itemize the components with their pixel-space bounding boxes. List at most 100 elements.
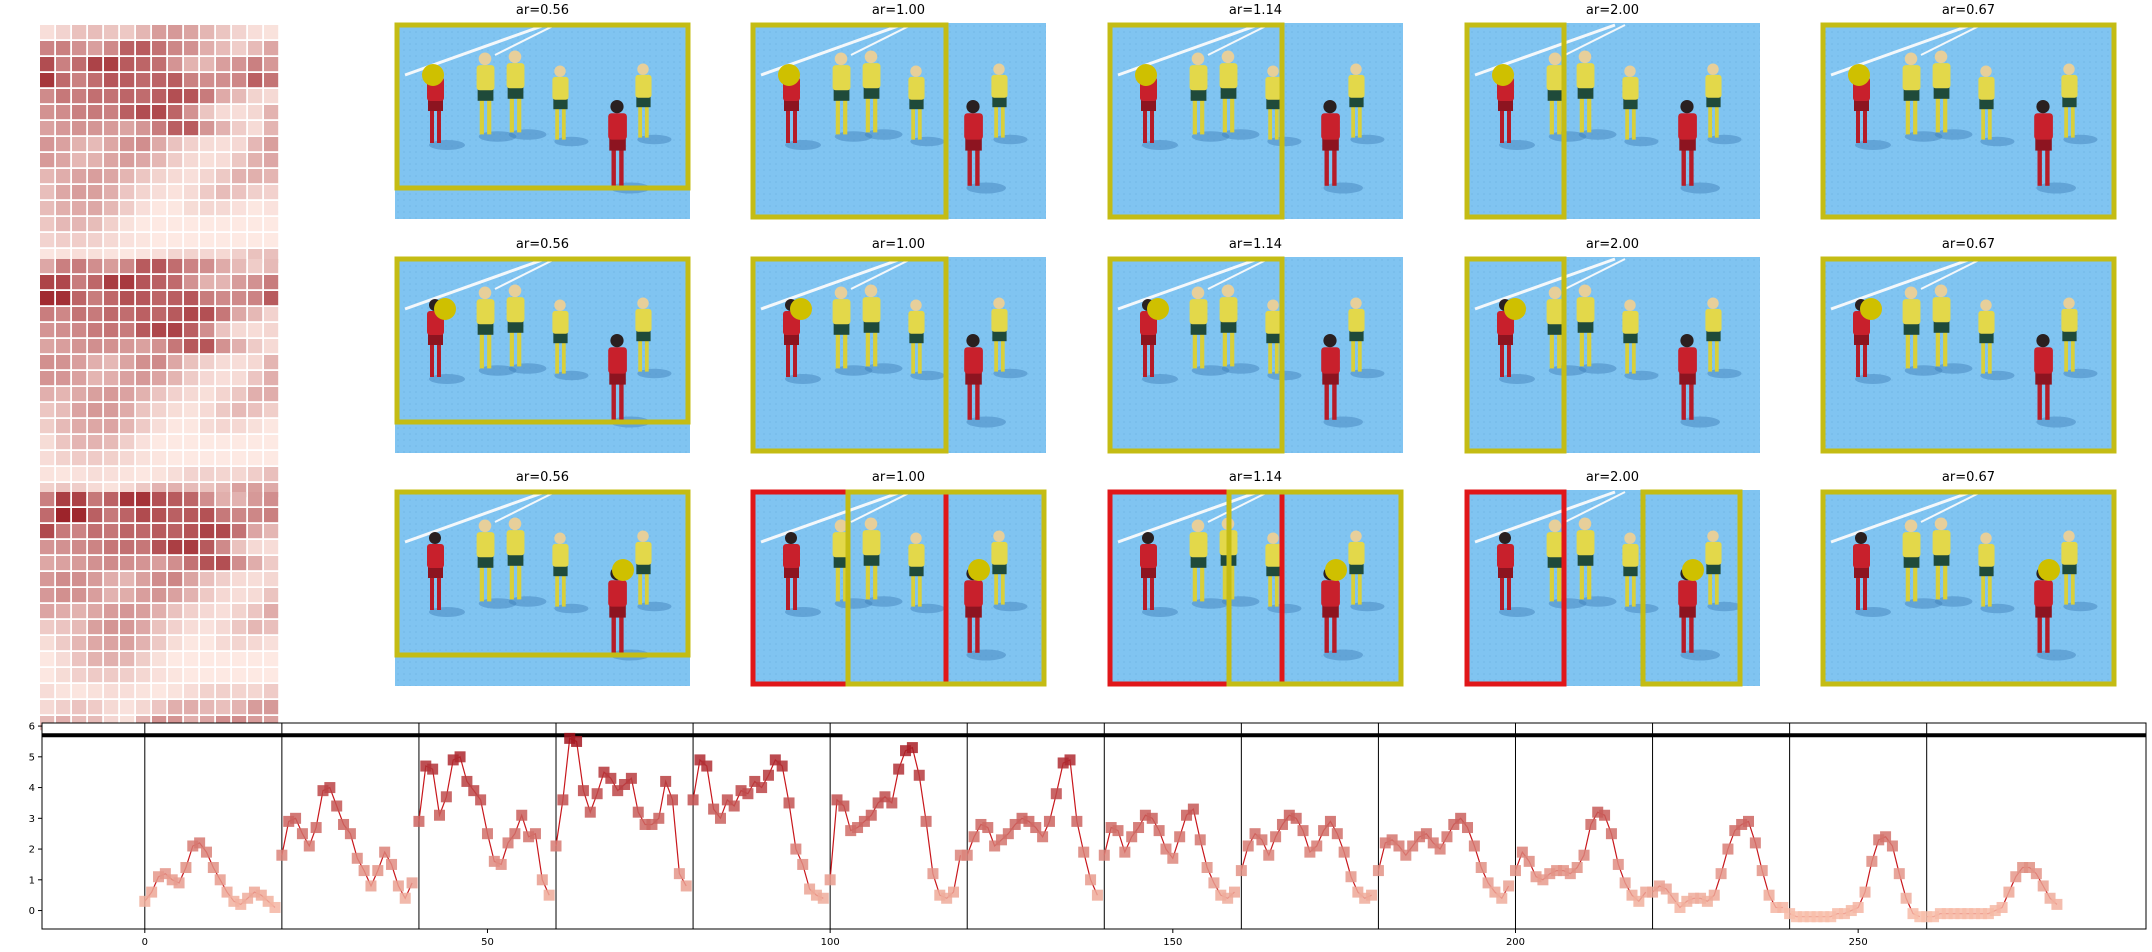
heatmap-cell bbox=[72, 387, 87, 402]
heatmap-grid bbox=[40, 25, 279, 264]
heatmap-cell bbox=[40, 668, 55, 683]
data-point bbox=[214, 874, 226, 886]
heatmap-cell bbox=[72, 371, 87, 386]
heatmap-cell bbox=[152, 668, 167, 683]
data-point bbox=[200, 846, 212, 858]
heatmap-cell bbox=[152, 419, 167, 434]
data-point bbox=[1605, 828, 1617, 840]
data-point bbox=[1133, 822, 1145, 834]
heatmap-cell bbox=[152, 508, 167, 523]
heatmap-cell bbox=[248, 572, 263, 587]
data-point bbox=[1708, 889, 1720, 901]
data-point bbox=[461, 775, 473, 787]
data-point bbox=[1112, 825, 1124, 837]
y-tick-label: 3 bbox=[29, 814, 35, 825]
heatmap-cell bbox=[152, 275, 167, 290]
heatmap-cell bbox=[200, 636, 215, 651]
data-point bbox=[769, 754, 781, 766]
heatmap-cell bbox=[248, 307, 263, 322]
data-point bbox=[1304, 846, 1316, 858]
data-point bbox=[557, 794, 569, 806]
heatmap-cell bbox=[88, 169, 103, 184]
heatmap-cell bbox=[216, 275, 231, 290]
heatmap-cell bbox=[232, 89, 247, 104]
heatmap-cell bbox=[136, 467, 151, 482]
heatmap-cell bbox=[152, 323, 167, 338]
green-gold-player bbox=[1546, 519, 1587, 609]
data-point bbox=[1838, 908, 1850, 920]
data-point bbox=[1523, 855, 1535, 867]
data-point bbox=[1318, 825, 1330, 837]
data-point bbox=[1359, 892, 1371, 904]
heatmap-cell bbox=[56, 540, 71, 555]
heatmap-cell bbox=[216, 403, 231, 418]
red-player bbox=[2034, 567, 2076, 661]
green-gold-player bbox=[1622, 532, 1659, 614]
yellow-box bbox=[394, 489, 691, 658]
data-point bbox=[934, 889, 946, 901]
heatmap-cell bbox=[40, 451, 55, 466]
heatmap-cell bbox=[72, 57, 87, 72]
green-gold-player bbox=[1902, 52, 1943, 142]
heatmap-cell bbox=[56, 137, 71, 152]
heatmap-cell bbox=[152, 217, 167, 232]
heatmap-cell bbox=[88, 41, 103, 56]
heatmap-cell bbox=[104, 652, 119, 667]
data-point bbox=[1050, 788, 1062, 800]
heatmap-cell bbox=[200, 275, 215, 290]
heatmap-cell bbox=[264, 233, 279, 248]
heatmap-cell bbox=[200, 588, 215, 603]
heatmap-cell bbox=[152, 41, 167, 56]
photo-panel: ar=2.00 bbox=[1464, 3, 1760, 220]
data-point bbox=[954, 849, 966, 861]
heatmap-cell bbox=[40, 371, 55, 386]
heatmap-cell bbox=[232, 492, 247, 507]
data-point bbox=[529, 828, 541, 840]
heatmap-cell bbox=[216, 323, 231, 338]
heatmap-cell bbox=[56, 387, 71, 402]
heatmap-cell bbox=[168, 291, 183, 306]
data-point bbox=[324, 782, 336, 794]
point-marker bbox=[1147, 298, 1169, 320]
data-point bbox=[804, 883, 816, 895]
heatmap-cell bbox=[104, 339, 119, 354]
green-gold-player bbox=[832, 286, 873, 376]
heatmap-cell bbox=[200, 25, 215, 40]
photo-panel: ar=1.00 bbox=[750, 470, 1047, 687]
data-point bbox=[1249, 828, 1261, 840]
data-point bbox=[365, 880, 377, 892]
data-point bbox=[865, 809, 877, 821]
heatmap-cell bbox=[56, 508, 71, 523]
heatmap-cell bbox=[136, 524, 151, 539]
heatmap-cell bbox=[40, 403, 55, 418]
green-gold-player bbox=[1348, 530, 1385, 612]
panel-title: ar=0.67 bbox=[1942, 237, 1995, 252]
data-point bbox=[831, 794, 843, 806]
data-point bbox=[619, 778, 631, 790]
heatmap-cell bbox=[184, 137, 199, 152]
heatmap-cell bbox=[232, 540, 247, 555]
heatmap-cell bbox=[136, 323, 151, 338]
panel-title: ar=1.00 bbox=[872, 237, 925, 252]
heatmap-cell bbox=[104, 259, 119, 274]
heatmap-cell bbox=[168, 105, 183, 120]
heatmap-cell bbox=[56, 259, 71, 274]
heatmap-cell bbox=[168, 233, 183, 248]
heatmap-cell bbox=[40, 169, 55, 184]
heatmap-cell bbox=[184, 700, 199, 715]
heatmap-cell bbox=[152, 291, 167, 306]
green-gold-player bbox=[635, 530, 672, 612]
heatmap-cell bbox=[120, 620, 135, 635]
heatmap-cell bbox=[200, 57, 215, 72]
panel-title: ar=1.14 bbox=[1229, 470, 1282, 485]
heatmap-cell bbox=[136, 137, 151, 152]
heatmap-cell bbox=[120, 419, 135, 434]
heatmap-cell bbox=[104, 233, 119, 248]
data-point bbox=[1941, 908, 1953, 920]
heatmap-cell bbox=[168, 185, 183, 200]
yellow-box bbox=[750, 22, 949, 220]
heatmap-cell bbox=[72, 323, 87, 338]
heatmap-cell bbox=[152, 339, 167, 354]
heatmap-cell bbox=[200, 259, 215, 274]
heatmap-cell bbox=[168, 217, 183, 232]
